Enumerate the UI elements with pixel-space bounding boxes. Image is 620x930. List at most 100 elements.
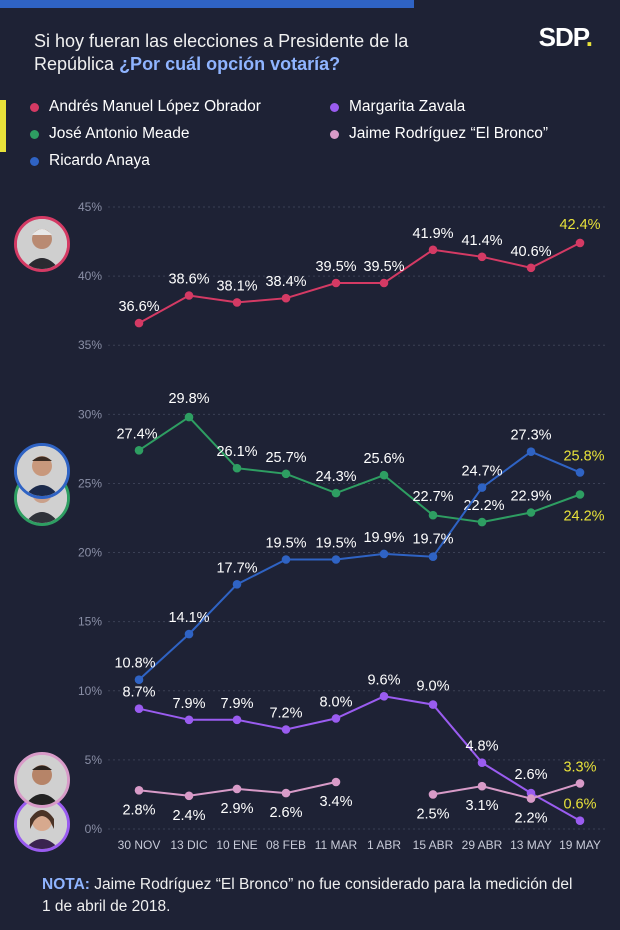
logo-text: SDP — [538, 22, 587, 52]
data-point — [477, 483, 487, 492]
x-tick-label: 29 ABR — [462, 838, 503, 852]
y-tick-label: 40% — [78, 269, 102, 283]
x-tick-label: 13 DIC — [170, 838, 208, 852]
y-tick-label: 45% — [78, 200, 102, 214]
data-point — [379, 278, 389, 288]
data-point — [428, 790, 438, 799]
data-label: 10.8% — [114, 656, 155, 672]
question-text: Si hoy fueran las elecciones a President… — [34, 31, 409, 74]
data-label: 38.6% — [168, 272, 209, 288]
data-label: 24.2% — [563, 509, 604, 525]
data-label: 2.4% — [172, 808, 205, 824]
legend-item-zavala: Margarita Zavala — [330, 98, 465, 116]
y-tick-label: 35% — [78, 338, 102, 352]
legend-dot — [30, 129, 39, 139]
data-point — [281, 293, 291, 303]
data-label: 25.8% — [563, 448, 604, 464]
data-label: 19.9% — [363, 530, 404, 546]
note-text: Jaime Rodríguez “El Bronco” no fue consi… — [42, 876, 573, 915]
portrait-lopez-obrador-icon — [14, 216, 70, 272]
x-tick-label: 11 MAR — [315, 838, 358, 852]
data-label: 19.5% — [315, 536, 356, 552]
data-label: 3.4% — [319, 794, 352, 810]
x-tick-label: 08 FEB — [266, 838, 306, 852]
chart-legend: Andrés Manuel López Obrador José Antonio… — [30, 98, 610, 178]
data-label: 17.7% — [216, 560, 257, 576]
data-point — [477, 252, 487, 262]
series-line — [138, 415, 581, 524]
data-point — [232, 298, 242, 307]
data-point — [331, 777, 341, 787]
data-point — [281, 555, 291, 564]
data-label: 0.6% — [563, 797, 596, 813]
portrait-anaya-icon — [14, 443, 70, 499]
y-tick-label: 5% — [85, 753, 103, 767]
y-tick-label: 20% — [78, 546, 102, 560]
note-label: NOTA: — [42, 876, 90, 893]
data-label: 40.6% — [510, 244, 551, 260]
data-label: 38.4% — [265, 274, 306, 290]
data-point — [428, 245, 438, 255]
data-point — [281, 469, 291, 479]
data-point — [134, 318, 144, 328]
data-label: 24.3% — [315, 469, 356, 485]
data-point — [281, 725, 291, 734]
data-label: 39.5% — [363, 259, 404, 275]
question-highlight: ¿Por cuál opción votaría? — [119, 54, 341, 74]
y-tick-label: 25% — [78, 476, 102, 490]
data-point — [281, 788, 291, 798]
data-label: 9.0% — [416, 679, 449, 695]
x-tick-label: 13 MAY — [510, 838, 552, 852]
data-point — [379, 692, 389, 701]
data-label: 26.1% — [216, 444, 257, 460]
top-accent-bar — [0, 0, 414, 8]
y-tick-label: 15% — [78, 615, 102, 629]
data-point — [526, 447, 536, 457]
data-label: 27.4% — [116, 426, 157, 442]
y-tick-label: 30% — [78, 407, 102, 421]
data-label: 22.2% — [463, 498, 504, 514]
portrait-bronco-icon — [14, 752, 70, 808]
data-label: 2.6% — [514, 767, 547, 783]
data-point — [232, 463, 242, 473]
data-point — [575, 490, 585, 499]
data-label: 29.8% — [168, 391, 209, 407]
series-line — [138, 242, 581, 324]
data-point — [526, 263, 536, 273]
chart-question: Si hoy fueran las elecciones a President… — [34, 30, 474, 76]
legend-dot — [30, 156, 39, 166]
data-point — [134, 446, 144, 455]
data-label: 25.7% — [265, 450, 306, 466]
data-point — [331, 278, 341, 288]
data-label: 19.5% — [265, 536, 306, 552]
series-line — [138, 695, 581, 822]
x-tick-label: 10 ENE — [216, 838, 257, 852]
data-point — [428, 700, 438, 709]
y-tick-label: 0% — [85, 822, 103, 836]
data-point — [379, 549, 389, 559]
data-label: 39.5% — [315, 259, 356, 275]
data-point — [428, 510, 438, 520]
legend-label: Margarita Zavala — [349, 98, 466, 115]
legend-item-anaya: Ricardo Anaya — [30, 152, 150, 170]
data-label: 3.1% — [465, 798, 498, 814]
data-label: 2.9% — [220, 801, 253, 817]
data-label: 41.4% — [461, 233, 502, 249]
data-point — [134, 704, 144, 713]
logo-dot: . — [585, 22, 593, 52]
series-line — [138, 781, 581, 800]
data-label: 7.9% — [220, 696, 253, 712]
data-label: 7.2% — [269, 706, 302, 722]
x-tick-label: 15 ABR — [413, 838, 454, 852]
legend-label: Andrés Manuel López Obrador — [49, 98, 261, 115]
legend-label: Ricardo Anaya — [49, 152, 150, 169]
data-point — [184, 412, 194, 422]
data-point — [232, 580, 242, 589]
data-label: 25.6% — [363, 451, 404, 467]
data-point — [331, 488, 341, 498]
data-label: 7.9% — [172, 696, 205, 712]
x-tick-label: 30 NOV — [118, 838, 161, 852]
data-point — [232, 784, 242, 794]
legend-label: Jaime Rodríguez “El Bronco” — [349, 125, 548, 142]
